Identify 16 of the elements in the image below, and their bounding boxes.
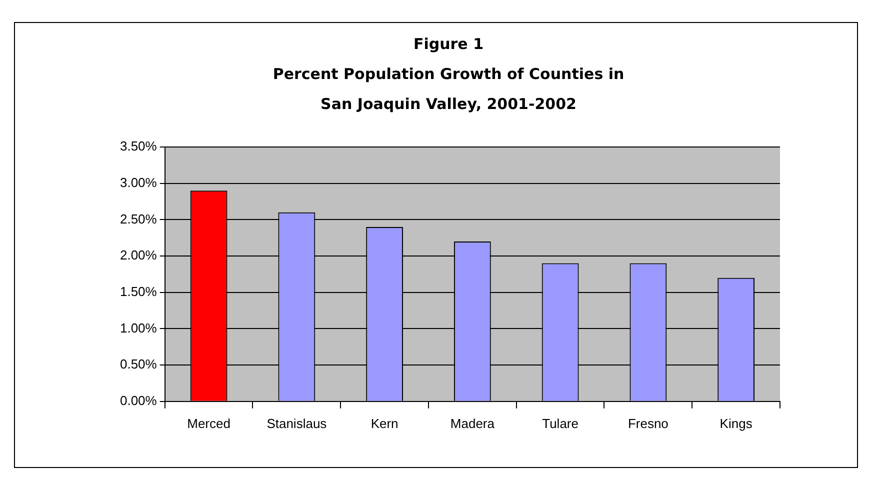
y-tick-label: 2.00%	[120, 248, 158, 263]
x-tick-label: Stanislaus	[266, 416, 328, 431]
x-tick-label: Tulare	[542, 416, 578, 431]
y-tick-label: 3.50%	[120, 138, 158, 154]
x-tick-label: Merced	[187, 416, 230, 431]
chart-title: Figure 1 Percent Population Growth of Counties in San Joaquin Valley, 2001-2002	[272, 34, 624, 113]
y-tick-label: 2.50%	[120, 211, 158, 226]
x-tick-label: Kern	[370, 416, 398, 431]
y-tick-label: 1.00%	[120, 320, 158, 336]
x-tick-label: Kings	[720, 416, 753, 431]
y-tick-label: 1.50%	[120, 284, 158, 299]
y-tick-label: 3.00%	[120, 174, 158, 190]
x-tick-label: Madera	[450, 416, 496, 431]
x-tick-label: Fresno	[628, 416, 668, 431]
y-tick-label: 0.00%	[120, 392, 158, 408]
y-tick-label: 0.50%	[120, 356, 158, 372]
